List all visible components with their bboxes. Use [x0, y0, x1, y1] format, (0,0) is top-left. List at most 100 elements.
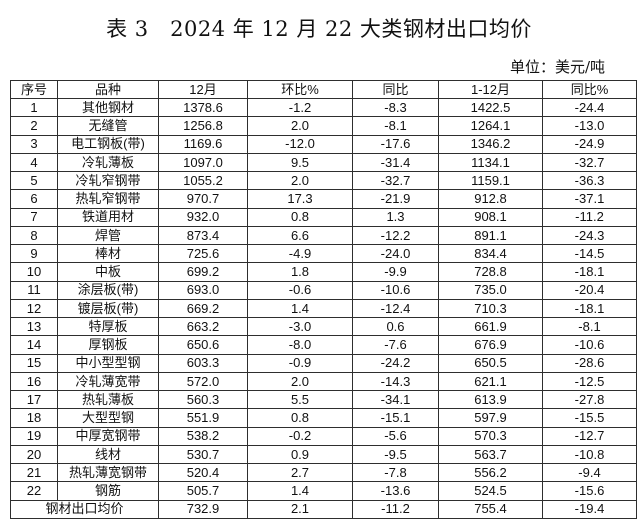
table-cell: 1422.5 [438, 97, 543, 118]
table-cell: 热轧薄宽钢带 [57, 462, 159, 483]
table-cell: 0.9 [247, 444, 353, 465]
table-cell: 大型型钢 [57, 408, 159, 428]
table-cell: 725.6 [158, 243, 248, 264]
table-cell: 热轧窄钢带 [57, 189, 159, 209]
table-cell: -19.4 [542, 499, 637, 519]
table-cell: 1.4 [247, 481, 353, 501]
table-cell: 621.1 [438, 371, 543, 392]
table-cell: -15.1 [352, 408, 439, 428]
table-row: 14 厚钢板 650.6 -8.0 -7.6 676.9 -10.6 [10, 335, 637, 355]
table-cell: -7.6 [352, 335, 439, 355]
table-cell: 线材 [57, 444, 159, 465]
table-cell: -9.4 [542, 462, 637, 483]
table-cell: 1055.2 [158, 170, 248, 191]
table-cell: 728.8 [438, 262, 543, 282]
table-cell: -14.5 [542, 243, 637, 264]
table-cell: 563.7 [438, 444, 543, 465]
table-cell: 冷轧薄宽带 [57, 371, 159, 392]
table-cell: 556.2 [438, 462, 543, 483]
table-row: 5 冷轧窄钢带 1055.2 2.0 -32.7 1159.1 -36.3 [10, 170, 637, 191]
table-cell: 908.1 [438, 207, 543, 227]
table-cell: -12.2 [352, 225, 439, 246]
table-cell: 7 [10, 207, 58, 227]
table-cell: 16 [10, 371, 58, 392]
table-cell: 520.4 [158, 462, 248, 483]
table-row: 13 特厚板 663.2 -3.0 0.6 661.9 -8.1 [10, 316, 637, 337]
table-cell: 5 [10, 170, 58, 191]
table-cell: -13.6 [352, 481, 439, 501]
table-cell: 0.6 [352, 316, 439, 337]
table-cell: -10.6 [542, 335, 637, 355]
table-cell: -20.4 [542, 280, 637, 300]
table-cell: 735.0 [438, 280, 543, 300]
page-title: 表 3 2024 年 12 月 22 大类钢材出口均价 [106, 17, 532, 41]
table-cell: 17.3 [247, 189, 353, 209]
table-cell: 6.6 [247, 225, 353, 246]
table-cell: 650.5 [438, 353, 543, 373]
table-cell: 1.4 [247, 298, 353, 319]
table-cell: -15.5 [542, 408, 637, 428]
table-cell: -32.7 [542, 152, 637, 173]
table-cell: -3.0 [247, 316, 353, 337]
table-cell: 1169.6 [158, 134, 248, 154]
table-cell: -9.5 [352, 444, 439, 465]
table-cell: -34.1 [352, 389, 439, 410]
table-cell: -8.3 [352, 97, 439, 118]
table-row: 7 铁道用材 932.0 0.8 1.3 908.1 -11.2 [10, 207, 637, 227]
table-cell: 冷轧薄板 [57, 152, 159, 173]
table-cell: 650.6 [158, 335, 248, 355]
table-row: 18 大型型钢 551.9 0.8 -15.1 597.9 -15.5 [10, 408, 637, 428]
table-cell: 1256.8 [158, 116, 248, 136]
table-cell: -0.2 [247, 426, 353, 446]
table-cell: 5.5 [247, 389, 353, 410]
table-cell: 572.0 [158, 371, 248, 392]
table-cell: 9.5 [247, 152, 353, 173]
table-cell: 570.3 [438, 426, 543, 446]
table-cell: -24.4 [542, 97, 637, 118]
table-cell: -7.8 [352, 462, 439, 483]
table-cell: 699.2 [158, 262, 248, 282]
table-cell: 焊管 [57, 225, 159, 246]
table-row: 19 中厚宽钢带 538.2 -0.2 -5.6 570.3 -12.7 [10, 426, 637, 446]
table-cell: 17 [10, 389, 58, 410]
table-cell: 613.9 [438, 389, 543, 410]
table-row: 12 镀层板(带) 669.2 1.4 -12.4 710.3 -18.1 [10, 298, 637, 319]
table-cell: -12.7 [542, 426, 637, 446]
table-cell: 661.9 [438, 316, 543, 337]
table-cell: 铁道用材 [57, 207, 159, 227]
table-cell: 755.4 [438, 499, 543, 519]
table-cell: -0.6 [247, 280, 353, 300]
table-cell: 1.3 [352, 207, 439, 227]
table-cell: 873.4 [158, 225, 248, 246]
steel-export-price-table: 序号 品种 12月 环比% 同比 1-12月 同比% 1 其他钢材 1378.6 -1… [10, 80, 637, 519]
table-cell: 505.7 [158, 481, 248, 501]
table-cell: -14.3 [352, 371, 439, 392]
table-cell: -21.9 [352, 189, 439, 209]
table-cell: 9 [10, 243, 58, 264]
table-cell: 无缝管 [57, 116, 159, 136]
table-cell: 1159.1 [438, 170, 543, 191]
table-row: 9 棒材 725.6 -4.9 -24.0 834.4 -14.5 [10, 243, 637, 264]
table-cell: -12.5 [542, 371, 637, 392]
table-cell: 1378.6 [158, 97, 248, 118]
table-cell: 710.3 [438, 298, 543, 319]
table-cell: 1.8 [247, 262, 353, 282]
table-cell: 560.3 [158, 389, 248, 410]
footer-row: 钢材出口均价 732.9 2.1 -11.2 755.4 -19.4 [10, 499, 637, 519]
table-cell: -24.9 [542, 134, 637, 154]
table-row: 15 中小型型钢 603.3 -0.9 -24.2 650.5 -28.6 [10, 353, 637, 373]
table-cell: 10 [10, 262, 58, 282]
table-cell: 1097.0 [158, 152, 248, 173]
column-header-december: 12月 [158, 80, 248, 99]
table-cell: 棒材 [57, 243, 159, 264]
table-cell: 1134.1 [438, 152, 543, 173]
table-row: 2 无缝管 1256.8 2.0 -8.1 1264.1 -13.0 [10, 116, 637, 136]
table-cell: 2 [10, 116, 58, 136]
table-cell: -13.0 [542, 116, 637, 136]
table-cell: 676.9 [438, 335, 543, 355]
table-cell: 11 [10, 280, 58, 300]
table-row: 16 冷轧薄宽带 572.0 2.0 -14.3 621.1 -12.5 [10, 371, 637, 392]
table-cell: 538.2 [158, 426, 248, 446]
table-cell: -0.9 [247, 353, 353, 373]
table-cell: -10.6 [352, 280, 439, 300]
